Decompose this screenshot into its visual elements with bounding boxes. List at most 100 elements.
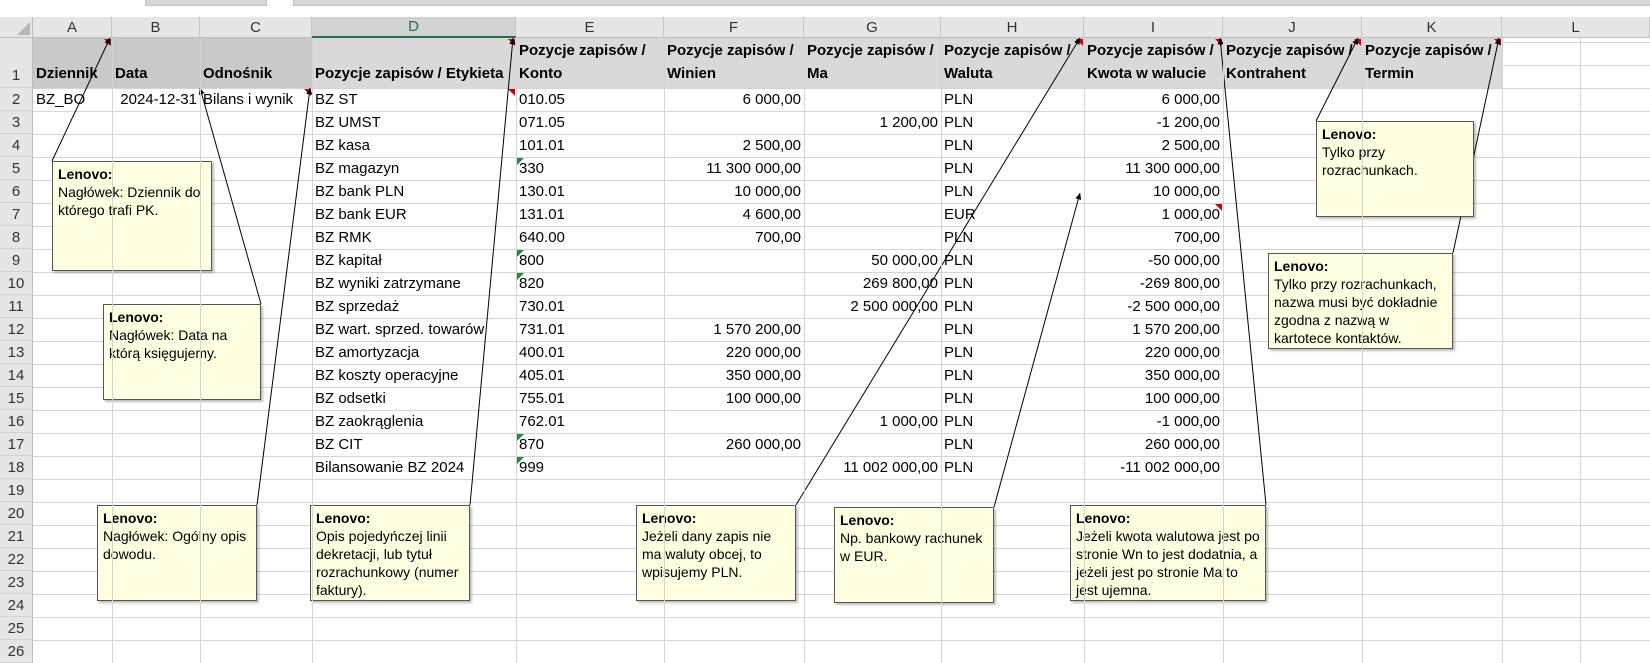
formula-bar-stub bbox=[293, 0, 1650, 6]
comment-note[interactable]: Lenovo: Nagłówek: Ogólny opis dowodu. bbox=[97, 505, 257, 601]
header-dziennik: Dziennik bbox=[36, 65, 98, 82]
comment-text: Jeżeli kwota walutowa jest po stronie Wn… bbox=[1076, 528, 1260, 598]
comment-indicator[interactable] bbox=[1215, 204, 1222, 211]
row-header-18[interactable]: 18 bbox=[0, 456, 33, 479]
cell-etykieta: BZ kasa bbox=[315, 137, 371, 154]
comment-text: Nagłówek: Dziennik do którego trafi PK. bbox=[58, 184, 201, 218]
cell-ma: 1 000,00 bbox=[879, 413, 938, 430]
row-header-14[interactable]: 14 bbox=[0, 364, 33, 387]
cell-etykieta: BZ bank PLN bbox=[315, 183, 405, 200]
column-header-i[interactable]: I bbox=[1084, 17, 1223, 38]
column-header-h[interactable]: H bbox=[941, 17, 1084, 38]
cell-konto: 010.05 bbox=[519, 91, 565, 108]
number-as-text-marker bbox=[517, 434, 524, 441]
row-header-9[interactable]: 9 bbox=[0, 249, 33, 272]
row-header-20[interactable]: 20 bbox=[0, 502, 33, 525]
cell-konto: 130.01 bbox=[519, 183, 565, 200]
comment-author: Lenovo: bbox=[1076, 510, 1131, 526]
cell-konto: 405.01 bbox=[519, 367, 565, 384]
select-all-button[interactable] bbox=[0, 17, 33, 38]
header-odnosnik: Odnośnik bbox=[203, 65, 273, 82]
column-header-g[interactable]: G bbox=[804, 17, 941, 38]
comment-note[interactable]: Lenovo: Np. bankowy rachunek w EUR. bbox=[834, 507, 994, 603]
row-header-21[interactable]: 21 bbox=[0, 525, 33, 548]
row-header-26[interactable]: 26 bbox=[0, 640, 33, 663]
cell-kwota: 260 000,00 bbox=[1144, 436, 1220, 453]
header-winien: Pozycje zapisów / Winien bbox=[667, 39, 794, 85]
comment-author: Lenovo: bbox=[316, 510, 371, 526]
column-header-d[interactable]: D bbox=[312, 17, 516, 38]
comment-note[interactable]: Lenovo: Nagłówek: Dziennik do którego tra… bbox=[52, 161, 212, 271]
comment-note[interactable]: Lenovo: Tylko przy rozrachunkach. bbox=[1316, 121, 1474, 217]
cell-konto: 800 bbox=[519, 252, 545, 269]
cell-waluta: PLN bbox=[944, 321, 974, 338]
column-header-b[interactable]: B bbox=[112, 17, 200, 38]
column-header-j[interactable]: J bbox=[1223, 17, 1362, 38]
column-header-f[interactable]: F bbox=[664, 17, 804, 38]
header-kontrahent-line: Kontrahent bbox=[1226, 65, 1306, 82]
comment-note[interactable]: Lenovo: Jeżeli dany zapis nie ma waluty o… bbox=[636, 505, 796, 601]
column-header-a[interactable]: A bbox=[33, 17, 112, 38]
comment-indicator[interactable] bbox=[508, 39, 515, 46]
row-header-22[interactable]: 22 bbox=[0, 548, 33, 571]
cell-waluta: PLN bbox=[944, 252, 974, 269]
column-header-k[interactable]: K bbox=[1362, 17, 1502, 38]
row-header-1[interactable]: 1 bbox=[0, 38, 33, 88]
cell-winien: 220 000,00 bbox=[725, 344, 801, 361]
comment-text: Opis pojedyńczej linii dekretacji, lub t… bbox=[316, 528, 459, 598]
row-header-13[interactable]: 13 bbox=[0, 341, 33, 364]
comment-note[interactable]: Lenovo: Opis pojedyńczej linii dekretacji… bbox=[310, 505, 470, 601]
row-header-12[interactable]: 12 bbox=[0, 318, 33, 341]
cell-winien: 350 000,00 bbox=[725, 367, 801, 384]
comment-indicator[interactable] bbox=[304, 89, 311, 96]
comment-note[interactable]: Lenovo: Jeżeli kwota walutowa jest po str… bbox=[1070, 505, 1266, 601]
comment-indicator[interactable] bbox=[1494, 39, 1501, 46]
cell-kwota: 11 300 000,00 bbox=[1125, 160, 1220, 177]
cell-etykieta: BZ amortyzacja bbox=[315, 344, 420, 361]
row-header-8[interactable]: 8 bbox=[0, 226, 33, 249]
number-as-text-marker bbox=[517, 158, 524, 165]
row-header-5[interactable]: 5 bbox=[0, 157, 33, 180]
row-header-11[interactable]: 11 bbox=[0, 295, 33, 318]
row-header-10[interactable]: 10 bbox=[0, 272, 33, 295]
row-header-7[interactable]: 7 bbox=[0, 203, 33, 226]
row-header-24[interactable]: 24 bbox=[0, 594, 33, 617]
cell-konto: 755.01 bbox=[519, 390, 565, 407]
cell-konto: 731.01 bbox=[519, 321, 565, 338]
row-header-4[interactable]: 4 bbox=[0, 134, 33, 157]
cell-kwota: 10 000,00 bbox=[1153, 183, 1220, 200]
number-as-text-marker bbox=[517, 250, 524, 257]
comment-note[interactable]: Lenovo: Tylko przy rozrachunkach, nazwa m… bbox=[1268, 253, 1453, 349]
column-header-e[interactable]: E bbox=[516, 17, 664, 38]
comment-indicator[interactable] bbox=[1076, 39, 1083, 46]
cell-waluta: PLN bbox=[944, 275, 974, 292]
cell-etykieta: BZ magazyn bbox=[315, 160, 400, 177]
comment-indicator[interactable] bbox=[1215, 39, 1222, 46]
comment-indicator[interactable] bbox=[1354, 39, 1361, 46]
comment-note[interactable]: Lenovo: Nagłówek: Data na którą księgujem… bbox=[103, 304, 261, 400]
row-header-19[interactable]: 19 bbox=[0, 479, 33, 502]
column-header-l[interactable]: L bbox=[1502, 17, 1650, 38]
row-header-2[interactable]: 2 bbox=[0, 88, 33, 111]
cell-waluta: PLN bbox=[944, 436, 974, 453]
cell-kwota: -2 500 000,00 bbox=[1127, 298, 1220, 315]
comment-text: Jeżeli dany zapis nie ma waluty obcej, t… bbox=[642, 528, 772, 580]
row-header-15[interactable]: 15 bbox=[0, 387, 33, 410]
row-header-23[interactable]: 23 bbox=[0, 571, 33, 594]
cell-ma: 1 200,00 bbox=[879, 114, 938, 131]
header-kwota-line: Kwota w walucie bbox=[1087, 65, 1207, 82]
grid-line bbox=[1084, 38, 1085, 663]
column-header-c[interactable]: C bbox=[200, 17, 312, 38]
comment-indicator[interactable] bbox=[104, 39, 111, 46]
cell-waluta: PLN bbox=[944, 183, 974, 200]
row-header-6[interactable]: 6 bbox=[0, 180, 33, 203]
comment-indicator[interactable] bbox=[508, 89, 515, 96]
row-header-25[interactable]: 25 bbox=[0, 617, 33, 640]
header-etykieta: Pozycje zapisów / Etykieta bbox=[315, 65, 504, 82]
row-header-3[interactable]: 3 bbox=[0, 111, 33, 134]
number-as-text-marker bbox=[517, 457, 524, 464]
cell-etykieta: BZ zaokrąglenia bbox=[315, 413, 424, 430]
row-header-17[interactable]: 17 bbox=[0, 433, 33, 456]
row-header-16[interactable]: 16 bbox=[0, 410, 33, 433]
grid-line bbox=[1502, 38, 1503, 663]
